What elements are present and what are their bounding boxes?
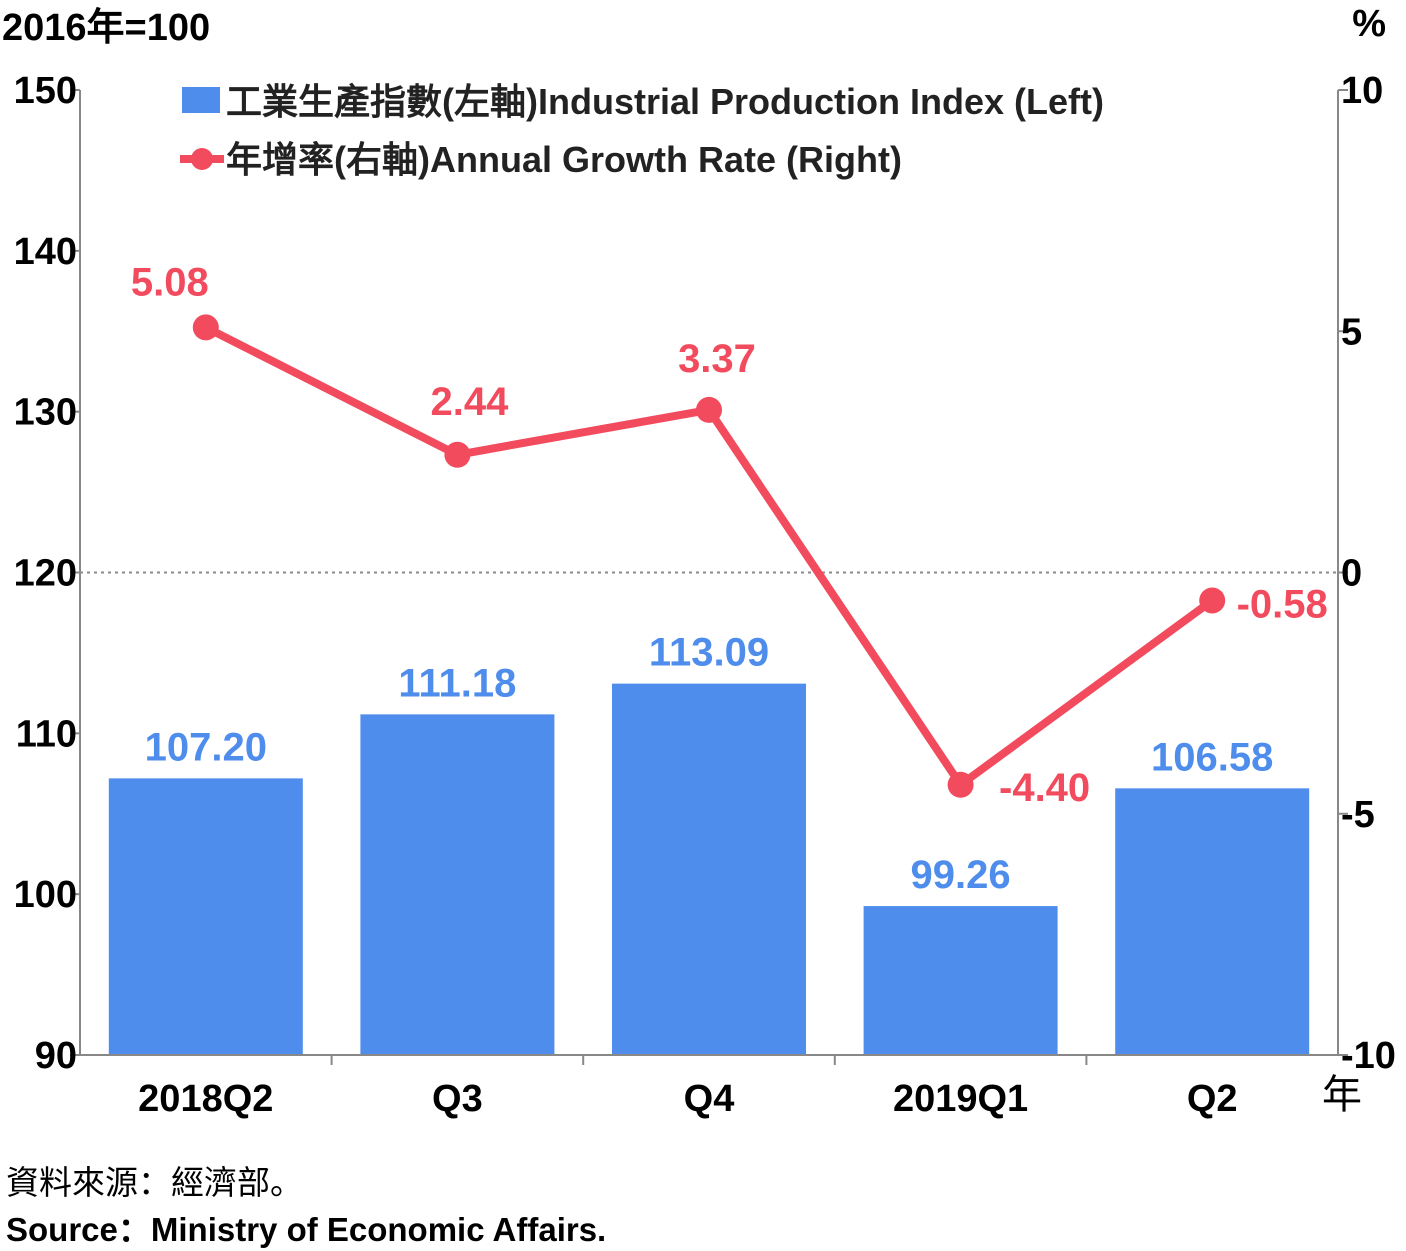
bar-value-label: 106.58 — [1151, 735, 1273, 779]
left-axis-unit: 2016年=100 — [2, 7, 210, 49]
left-tick-label: 140 — [14, 231, 77, 273]
legend: 工業生產指數(左軸)Industrial Production Index (L… — [180, 81, 1104, 180]
legend-bar-swatch — [182, 87, 220, 113]
x-tick-label: Q2 — [1187, 1078, 1238, 1120]
legend-line-label: 年增率(右軸)Annual Growth Rate (Right) — [226, 139, 902, 180]
right-tick-label: -10 — [1341, 1035, 1396, 1077]
left-tick-label: 100 — [14, 874, 77, 916]
legend-line-marker — [191, 148, 213, 170]
growth-point-2018Q2 — [192, 314, 219, 341]
source-en: Source：Ministry of Economic Affairs. — [6, 1211, 607, 1248]
left-tick-label: 90 — [35, 1035, 77, 1077]
legend-bar-label: 工業生產指數(左軸)Industrial Production Index (L… — [226, 81, 1104, 122]
bar-value-label: 113.09 — [649, 631, 769, 675]
growth-point-Q3 — [444, 441, 471, 468]
combo-chart: 90 100 110 120 130 140 150 -10 -5 0 5 10 2018Q2 Q3 Q4 2… — [2, 3, 1396, 1120]
x-tick-label: Q3 — [432, 1078, 483, 1120]
x-axis-unit: 年 — [1322, 1072, 1362, 1118]
right-tick-label: 10 — [1341, 70, 1383, 112]
growth-value-label: 2.44 — [430, 380, 509, 424]
left-tick-label: 130 — [14, 392, 77, 434]
right-tick-label: 5 — [1341, 311, 1362, 353]
left-tick-label: 150 — [14, 70, 77, 112]
left-tick-label: 110 — [16, 713, 77, 755]
growth-point-2019Q1 — [947, 771, 974, 798]
growth-point-Q2 — [1199, 587, 1226, 614]
right-axis-unit: % — [1352, 3, 1386, 45]
bar-value-label: 99.26 — [911, 853, 1011, 897]
right-tick-label: 0 — [1341, 553, 1362, 595]
growth-value-label: 5.08 — [131, 260, 209, 304]
x-tick-label: 2019Q1 — [893, 1078, 1028, 1120]
x-tick-label: Q4 — [684, 1078, 735, 1120]
growth-value-label: -0.58 — [1237, 582, 1328, 626]
bar-Q2 — [1115, 788, 1310, 1055]
right-tick-label: -5 — [1341, 794, 1375, 836]
source-zh: 資料來源：經濟部。 — [6, 1163, 303, 1202]
bar-value-label: 107.20 — [145, 725, 267, 769]
growth-point-Q4 — [696, 396, 722, 423]
bar-value-label: 111.18 — [398, 661, 516, 705]
growth-value-label: -4.40 — [999, 766, 1090, 810]
left-tick-label: 120 — [14, 553, 77, 595]
bar-Q3 — [360, 714, 555, 1055]
growth-value-label: 3.37 — [678, 337, 756, 381]
x-tick-label: 2018Q2 — [138, 1078, 273, 1120]
bar-2019Q1 — [863, 906, 1058, 1055]
bar-2018Q2 — [108, 778, 303, 1055]
bar-Q4 — [612, 683, 806, 1055]
